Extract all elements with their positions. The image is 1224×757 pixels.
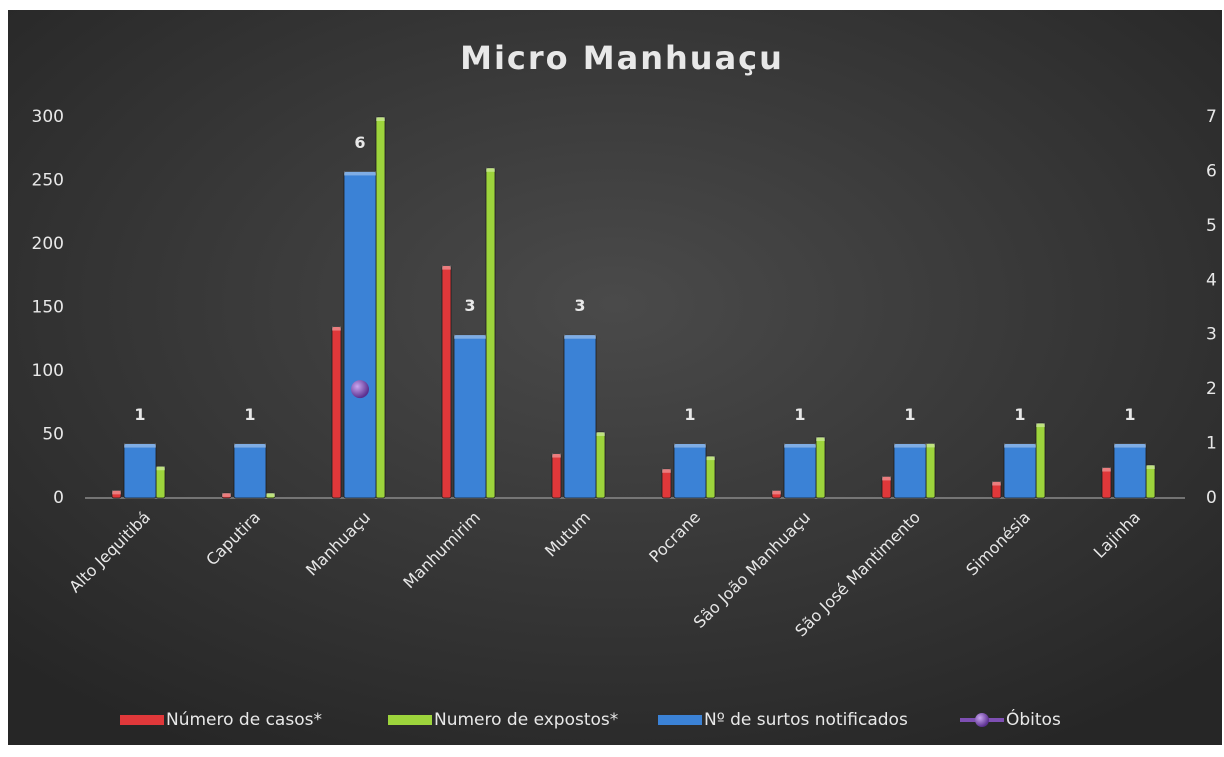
bar-top — [674, 443, 706, 448]
bar-top — [112, 490, 121, 495]
chart-title: Micro Manhuaçu — [460, 39, 784, 77]
legend-label: Óbitos — [1006, 708, 1061, 730]
bar-top — [662, 468, 671, 473]
data-label: 1 — [794, 405, 805, 424]
bar — [155, 465, 166, 499]
bar — [991, 481, 1002, 499]
bar — [815, 436, 826, 499]
bar-top — [894, 443, 926, 448]
legend-label: Número de casos* — [166, 710, 322, 730]
y2-tick-label: 7 — [1206, 107, 1217, 127]
y-tick-label: 200 — [32, 234, 64, 254]
bar — [221, 492, 232, 499]
bar — [705, 455, 716, 499]
bar-top — [156, 466, 165, 471]
bar-top — [222, 492, 231, 497]
bar — [111, 489, 122, 499]
legend-label: Nº de surtos notificados — [704, 710, 908, 730]
data-label: 1 — [1014, 405, 1025, 424]
bar-top — [1036, 423, 1045, 428]
bar-top — [596, 431, 605, 436]
y-tick-label: 50 — [42, 425, 64, 445]
y-tick-label: 100 — [32, 361, 64, 381]
y-tick-label: 150 — [32, 298, 64, 318]
y2-tick-label: 0 — [1206, 488, 1217, 508]
bar-top — [454, 334, 486, 339]
bar-top — [816, 437, 825, 442]
bar-top — [486, 167, 495, 172]
bar — [343, 171, 377, 499]
bar-top — [266, 492, 275, 497]
bar — [881, 476, 892, 499]
bar-top — [772, 490, 781, 495]
y2-tick-label: 6 — [1206, 161, 1217, 181]
data-label: 1 — [904, 405, 915, 424]
bar-top — [234, 443, 266, 448]
bar — [331, 326, 342, 499]
bar-top — [1004, 443, 1036, 448]
bar-top — [124, 443, 156, 448]
bar — [1035, 422, 1046, 499]
bar — [233, 443, 267, 499]
bar — [375, 116, 386, 499]
bar — [123, 443, 157, 499]
y2-tick-label: 4 — [1206, 270, 1217, 290]
bar — [1003, 443, 1037, 499]
data-label: 1 — [684, 405, 695, 424]
bar — [661, 468, 672, 499]
background — [8, 10, 1222, 745]
data-label: 1 — [1124, 405, 1135, 424]
y-tick-label: 0 — [53, 488, 64, 508]
bar — [441, 265, 452, 499]
bar — [771, 489, 782, 499]
bar — [453, 334, 487, 499]
y-tick-label: 300 — [32, 107, 64, 127]
bar — [551, 453, 562, 499]
bar-top — [706, 456, 715, 461]
y2-tick-label: 3 — [1206, 325, 1217, 345]
legend-marker — [975, 713, 989, 727]
y-tick-label: 250 — [32, 171, 64, 191]
bar — [485, 167, 496, 499]
bar-top — [1114, 443, 1146, 448]
y2-tick-label: 2 — [1206, 379, 1217, 399]
bar — [563, 334, 597, 499]
bar-top — [332, 326, 341, 331]
bar-top — [552, 453, 561, 458]
data-label: 1 — [134, 405, 145, 424]
bar-top — [442, 265, 451, 270]
y2-tick-label: 5 — [1206, 216, 1217, 236]
bar — [595, 431, 606, 499]
bar — [893, 443, 927, 499]
bar-top — [344, 171, 376, 176]
bar-top — [1146, 464, 1155, 469]
line-marker — [351, 380, 369, 399]
data-label: 3 — [574, 296, 585, 315]
bar — [1145, 464, 1156, 499]
y2-tick-label: 1 — [1206, 434, 1217, 454]
bar-top — [784, 443, 816, 448]
bar-top — [564, 334, 596, 339]
bar-top — [926, 443, 935, 448]
bar-top — [992, 481, 1001, 486]
bar — [1113, 443, 1147, 499]
legend-swatch — [120, 715, 164, 725]
legend-swatch — [388, 715, 432, 725]
legend-label: Numero de expostos* — [434, 710, 618, 730]
bar-top — [882, 476, 891, 481]
bar — [1101, 467, 1112, 499]
data-label: 6 — [354, 133, 365, 152]
data-label: 3 — [464, 296, 475, 315]
bar — [783, 443, 817, 499]
bar — [925, 442, 936, 499]
bar — [673, 443, 707, 499]
bar-top — [376, 117, 385, 121]
data-label: 1 — [244, 405, 255, 424]
bar-top — [1102, 467, 1111, 472]
legend-swatch — [658, 715, 702, 725]
